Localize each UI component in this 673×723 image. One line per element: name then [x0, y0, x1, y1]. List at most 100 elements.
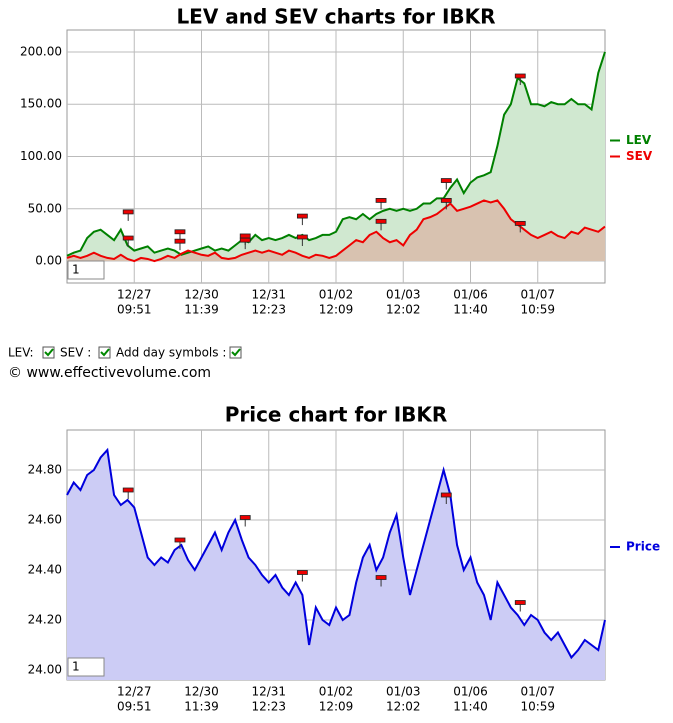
lev-label: LEV: [8, 346, 34, 360]
sev-checkbox[interactable] [98, 346, 111, 359]
x-tick-label: 01/07 [520, 685, 555, 699]
day-symbol [296, 213, 308, 226]
series-area [67, 450, 605, 680]
day-symbol [239, 515, 251, 527]
legend-label: Price [626, 540, 660, 554]
day-symbol [174, 238, 186, 251]
zoom-value: 1 [72, 660, 80, 674]
day-symbol [514, 600, 526, 612]
day-symbol-box [239, 515, 251, 520]
day-symbol-box [122, 235, 134, 241]
chart-title: Price chart for IBKR [225, 403, 448, 427]
day-symbol-box [239, 237, 251, 243]
x-tick-label: 01/06 [453, 288, 488, 302]
day-symbol-box [296, 570, 308, 575]
day-symbol [514, 221, 526, 233]
y-tick-label: 24.40 [28, 563, 62, 577]
x-tick-label: 12/31 [251, 288, 286, 302]
x-tick-label: 12:02 [386, 700, 421, 714]
x-tick-label: 11:39 [184, 303, 219, 317]
lev-checkbox[interactable] [42, 346, 55, 359]
x-tick-label: 12/27 [117, 288, 152, 302]
x-tick-label: 01/02 [319, 685, 354, 699]
day-symbol [296, 570, 308, 582]
day-symbol-box [296, 213, 308, 219]
day-symbol [239, 237, 251, 250]
x-tick-label: 10:59 [520, 303, 555, 317]
zoom-input [67, 260, 105, 280]
day-symbol-box [174, 229, 186, 235]
day-symbol-box [174, 537, 186, 543]
x-tick-label: 12/27 [117, 685, 152, 699]
x-tick-label: 12:09 [319, 303, 354, 317]
y-tick-label: 24.60 [28, 513, 62, 527]
y-tick-label: 24.00 [28, 663, 62, 677]
day-symbol-box [174, 238, 186, 244]
x-tick-label: 12/31 [251, 685, 286, 699]
day-label: Add day symbols : [116, 346, 226, 360]
y-tick-label: 24.80 [28, 463, 62, 477]
y-tick-label: 150.00 [20, 97, 62, 111]
zoom-value: 1 [72, 263, 80, 277]
legend-label: SEV [626, 149, 653, 163]
series-area [67, 200, 605, 262]
day-symbol [440, 198, 452, 210]
x-tick-label: 09:51 [117, 303, 152, 317]
copyright: © www.effectivevolume.com [8, 365, 211, 381]
x-tick-label: 11:40 [453, 700, 488, 714]
zoom-box[interactable]: 1 [67, 657, 105, 677]
day-symbol [174, 537, 186, 549]
y-tick-label: 50.00 [28, 201, 62, 215]
day-symbol [122, 487, 134, 499]
series-line [66, 447, 606, 660]
day-symbol [296, 234, 308, 246]
x-tick-label: 01/07 [520, 288, 555, 302]
day-symbol-box [375, 198, 387, 203]
day-symbol [440, 492, 452, 504]
x-tick-label: 11:39 [184, 700, 219, 714]
x-tick-label: 01/02 [319, 288, 354, 302]
day-symbol [122, 235, 134, 248]
day-symbol-box [514, 221, 526, 226]
x-tick-label: 01/03 [386, 685, 421, 699]
day-symbol-box [375, 575, 387, 580]
day-symbol-box [440, 492, 452, 498]
series-line [66, 51, 606, 257]
x-tick-label: 12/30 [184, 685, 219, 699]
day-symbol [514, 73, 526, 85]
day-symbol [122, 209, 134, 221]
x-tick-label: 12:23 [251, 303, 286, 317]
day-symbol-box [440, 198, 452, 203]
x-tick-label: 12:09 [319, 700, 354, 714]
chart-title: LEV and SEV charts for IBKR [176, 5, 495, 29]
x-tick-label: 09:51 [117, 700, 152, 714]
day-symbol [375, 198, 387, 210]
day-symbol-box [122, 209, 134, 215]
x-tick-label: 12/30 [184, 288, 219, 302]
day-symbol-box [514, 600, 526, 605]
x-tick-label: 12:23 [251, 700, 286, 714]
zoom-input [67, 657, 105, 677]
day-symbol [375, 575, 387, 587]
day-symbol-box [440, 178, 452, 183]
x-tick-label: 01/06 [453, 685, 488, 699]
day-checkbox[interactable] [229, 346, 242, 359]
x-tick-label: 10:59 [520, 700, 555, 714]
legend-label: LEV [626, 133, 652, 147]
y-tick-label: 24.20 [28, 613, 62, 627]
day-symbol [375, 218, 387, 231]
day-symbol-box [239, 233, 251, 239]
x-tick-label: 01/03 [386, 288, 421, 302]
day-symbol [440, 178, 452, 190]
zoom-box[interactable]: 1 [67, 260, 105, 280]
y-tick-label: 100.00 [20, 149, 62, 163]
day-symbol-box [296, 234, 308, 240]
day-symbol-box [375, 218, 387, 224]
sev-label: SEV : [60, 346, 91, 360]
y-tick-label: 0.00 [35, 254, 62, 268]
day-symbol-box [122, 487, 134, 493]
x-tick-label: 12:02 [386, 303, 421, 317]
y-tick-label: 200.00 [20, 44, 62, 58]
day-symbol-box [514, 73, 526, 79]
